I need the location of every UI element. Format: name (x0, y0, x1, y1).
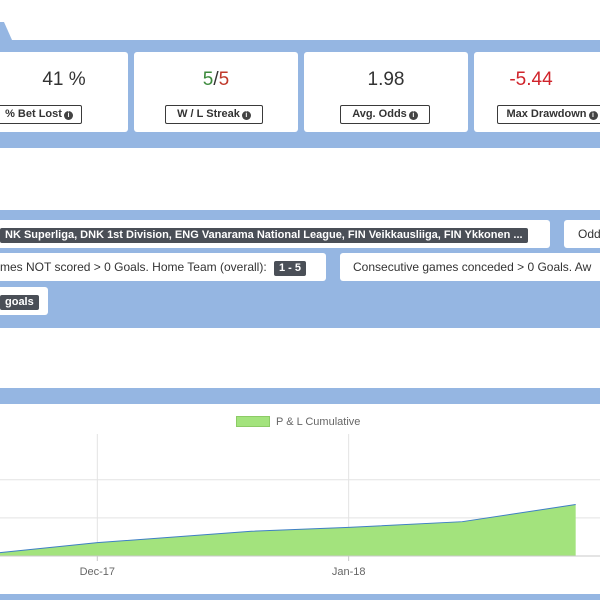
x-tick-label: Dec-17 (80, 566, 115, 578)
legend-swatch (236, 416, 270, 427)
info-icon[interactable]: i (408, 111, 418, 120)
home-rule-filter[interactable]: mes NOT scored > 0 Goals. Home Team (ove… (0, 253, 326, 281)
pnl-chart-svg: Dec-17 Jan-18 (0, 434, 600, 578)
wl-streak-label[interactable]: W / L Streak i (165, 105, 263, 124)
market-filter[interactable]: goals (0, 287, 48, 315)
home-rule-range: 1 - 5 (274, 261, 307, 276)
x-tick-label: Jan-18 (332, 566, 366, 578)
max-drawdown-value: -5.44 (509, 69, 553, 90)
bet-lost-value: 41 % (42, 69, 86, 90)
loss-streak-value: 5 (218, 69, 230, 90)
info-icon[interactable]: i (63, 111, 73, 120)
max-drawdown-label[interactable]: Max Drawdown i (497, 105, 600, 124)
away-rule-filter[interactable]: Consecutive games conceded > 0 Goals. Aw (340, 253, 600, 281)
odds-filter-label: Odd (578, 227, 600, 241)
avg-odds-label[interactable]: Avg. Odds i (340, 105, 430, 124)
pnl-line (0, 504, 576, 554)
win-streak-value: 5 (202, 69, 214, 90)
home-rule-text: mes NOT scored > 0 Goals. Home Team (ove… (0, 260, 267, 274)
wl-streak-value: 5/5 (202, 69, 230, 90)
chart-legend[interactable]: P & L Cumulative (236, 415, 360, 429)
leagues-pill: NK Superliga, DNK 1st Division, ENG Vana… (0, 228, 528, 243)
stat-card-avg-odds: 1.98 Avg. Odds i (304, 52, 468, 132)
filters-panel: NK Superliga, DNK 1st Division, ENG Vana… (0, 210, 600, 328)
stat-card-wl-streak: 5/5 W / L Streak i (134, 52, 298, 132)
chart-panel: Dec-17 Jan-18 P & L Cumulative (0, 388, 600, 600)
avg-odds-value: 1.98 (367, 69, 405, 90)
pnl-chart: Dec-17 Jan-18 P & L Cumulative (0, 404, 600, 594)
stat-card-bet-lost: 41 % % Bet Lost i (0, 52, 128, 132)
stats-panel: 41 % % Bet Lost i 5/5 W / L Streak i 1.98 … (0, 40, 600, 148)
header-tab-edge (0, 22, 12, 40)
away-rule-text: Consecutive games conceded > 0 Goals. Aw (353, 260, 592, 274)
odds-filter[interactable]: Odd (564, 220, 600, 248)
legend-label: P & L Cumulative (276, 416, 361, 428)
stat-card-max-drawdown: -5.44 Max Drawdown i (474, 52, 600, 132)
bet-lost-label[interactable]: % Bet Lost i (0, 105, 82, 124)
market-pill: goals (0, 295, 39, 310)
info-icon[interactable]: i (241, 111, 251, 120)
leagues-filter[interactable]: NK Superliga, DNK 1st Division, ENG Vana… (0, 220, 550, 248)
info-icon[interactable]: i (588, 111, 598, 120)
